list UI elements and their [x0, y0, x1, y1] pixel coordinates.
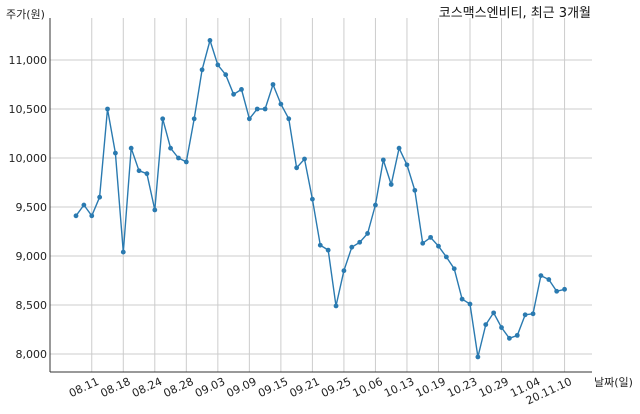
- price-point: [428, 234, 433, 240]
- price-point: [231, 91, 237, 97]
- series: [73, 37, 567, 360]
- x-tick-label: 10.29: [477, 375, 511, 400]
- price-point: [191, 116, 197, 122]
- price-point: [73, 213, 79, 219]
- price-point: [507, 335, 512, 341]
- y-tick-label: 9,500: [16, 201, 48, 214]
- x-tick-label: 08.18: [99, 375, 133, 400]
- price-point: [270, 82, 276, 87]
- price-point: [436, 243, 441, 249]
- y-tick-label: 9,000: [16, 250, 48, 263]
- x-tick-label: 09.15: [256, 375, 290, 400]
- price-point: [152, 207, 158, 213]
- price-point: [183, 159, 189, 165]
- x-tick-label: 08.24: [130, 375, 164, 400]
- price-point: [341, 268, 347, 274]
- y-tick-label: 8,000: [16, 348, 48, 361]
- price-point: [459, 296, 465, 302]
- y-tick-label: 11,000: [9, 54, 48, 67]
- price-point: [562, 286, 567, 292]
- price-point: [105, 106, 110, 112]
- price-point: [483, 322, 489, 327]
- price-point: [554, 288, 560, 294]
- y-axis-title: 주가(원): [6, 8, 45, 21]
- price-point: [380, 157, 386, 163]
- price-point: [499, 325, 504, 330]
- price-point: [81, 202, 87, 208]
- price-point: [239, 87, 244, 92]
- price-point: [136, 168, 142, 174]
- price-point: [514, 332, 520, 338]
- price-point: [199, 67, 205, 73]
- x-tick-label: 09.25: [319, 375, 353, 400]
- price-point: [286, 116, 292, 122]
- price-point: [491, 310, 497, 316]
- price-point: [443, 254, 449, 260]
- price-point: [254, 106, 260, 112]
- price-line: [75, 37, 565, 358]
- x-axis-title: 날짜(일): [594, 375, 633, 389]
- chart-title: 코스맥스엔비티, 최근 3개월: [439, 6, 591, 21]
- price-point: [294, 165, 300, 171]
- x-tick-label: 10.13: [382, 375, 416, 400]
- price-point: [262, 106, 268, 112]
- price-point: [120, 249, 126, 255]
- price-point: [215, 62, 221, 68]
- price-point: [546, 277, 552, 282]
- price-point: [325, 247, 331, 253]
- price-point: [89, 213, 95, 219]
- price-point: [388, 182, 394, 187]
- price-point: [176, 155, 181, 161]
- price-point: [404, 162, 410, 168]
- x-tick-label: 10.23: [445, 375, 479, 400]
- price-point: [302, 156, 307, 162]
- price-point: [310, 196, 315, 202]
- axes: [49, 18, 592, 373]
- grid: [50, 18, 592, 372]
- price-point: [538, 273, 544, 278]
- price-point: [278, 101, 284, 107]
- price-point: [475, 354, 481, 360]
- price-point: [128, 145, 134, 151]
- price-point: [333, 303, 339, 309]
- x-tick-label: 09.21: [288, 375, 322, 400]
- price-point: [522, 312, 528, 318]
- price-point: [530, 311, 536, 317]
- price-point: [144, 171, 150, 177]
- price-point: [223, 72, 229, 78]
- price-point: [357, 239, 363, 245]
- price-point: [317, 242, 323, 248]
- x-tick-label: 09.03: [193, 375, 227, 400]
- x-tick-label: 08.28: [162, 375, 196, 400]
- price-point: [396, 145, 402, 151]
- y-tick-label: 10,500: [9, 103, 48, 116]
- price-point: [451, 266, 457, 272]
- price-point: [113, 150, 118, 156]
- price-point: [373, 202, 378, 208]
- price-point: [168, 145, 173, 151]
- price-point: [160, 116, 166, 122]
- y-tick-label: 8,500: [16, 299, 48, 312]
- y-tick-label: 10,000: [9, 152, 48, 165]
- price-point: [420, 240, 426, 246]
- price-point: [365, 231, 370, 236]
- price-point: [246, 116, 252, 122]
- price-point: [207, 38, 213, 43]
- x-tick-label: 08.11: [67, 375, 101, 400]
- x-tick-label: 10.06: [351, 375, 385, 400]
- x-tick-label: 09.09: [225, 375, 259, 400]
- price-point: [97, 194, 103, 200]
- price-point: [467, 301, 473, 307]
- price-point: [349, 244, 355, 250]
- price-point: [412, 187, 418, 193]
- x-tick-label: 10.19: [414, 375, 448, 400]
